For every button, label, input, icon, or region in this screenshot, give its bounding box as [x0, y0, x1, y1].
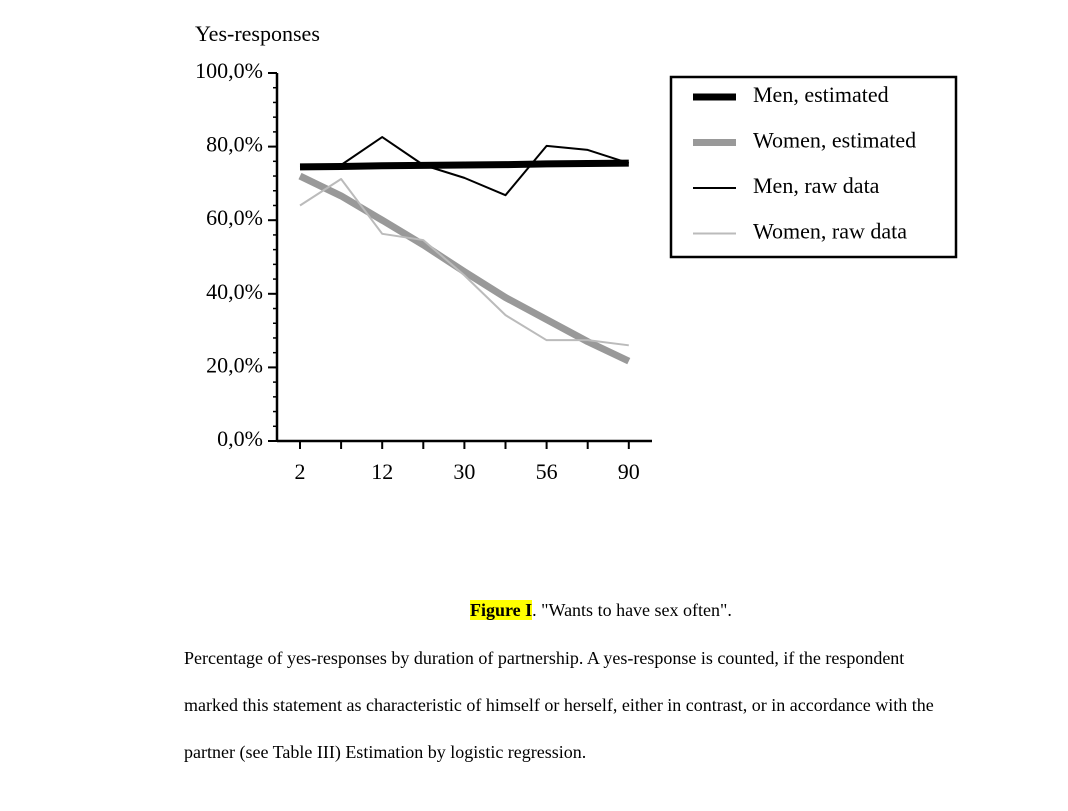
x-tick-label: 12	[371, 459, 393, 484]
y-tick-label: 60,0%	[206, 205, 263, 230]
series-line	[299, 177, 629, 347]
x-tick-label: 90	[618, 459, 640, 484]
legend-label: Men, raw data	[753, 173, 880, 198]
series-line	[299, 136, 630, 197]
y-tick-label: 40,0%	[206, 279, 263, 304]
caption-line: marked this statement as characteristic …	[184, 695, 934, 715]
legend-label: Women, estimated	[753, 128, 916, 153]
y-tick-label: 0,0%	[217, 426, 263, 451]
legend-box	[669, 75, 958, 259]
y-axis-label: Yes-responses	[195, 21, 320, 46]
series-line	[298, 172, 631, 365]
figure-title: . "Wants to have sex often".	[532, 600, 732, 620]
y-tick-label: 100,0%	[195, 58, 263, 83]
series-line	[299, 159, 629, 171]
figure-label: Figure I	[470, 600, 533, 620]
caption-line: partner (see Table III) Estimation by lo…	[184, 742, 587, 762]
y-tick-label: 20,0%	[206, 352, 263, 377]
y-tick-label: 80,0%	[206, 132, 263, 157]
legend-label: Men, estimated	[753, 82, 889, 107]
caption-title: Figure I. "Wants to have sex often".	[470, 600, 732, 621]
caption-line: Percentage of yes-responses by duration …	[184, 648, 905, 668]
legend-label: Women, raw data	[753, 219, 907, 244]
x-tick-label: 2	[295, 459, 306, 484]
x-tick-label: 30	[453, 459, 475, 484]
x-tick-label: 56	[536, 459, 558, 484]
chart: Yes-responses 0,0% 20,0% 40,0% 60,0% 80,0% 10…	[195, 21, 958, 484]
